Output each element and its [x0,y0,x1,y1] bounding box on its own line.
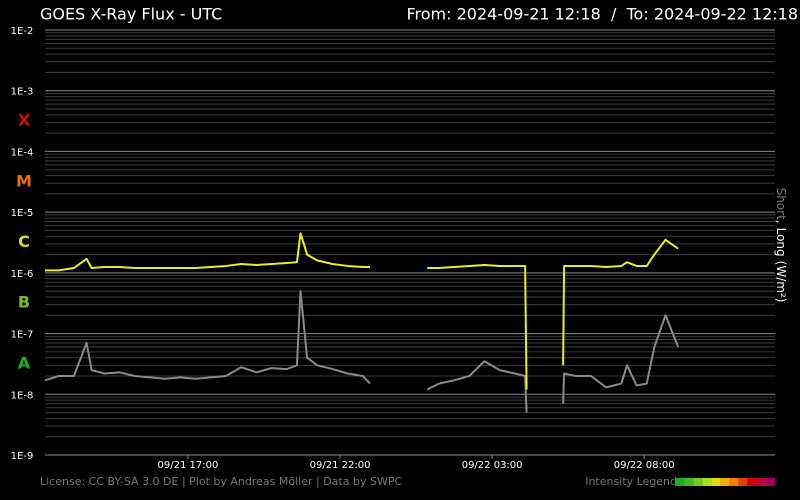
x-tick-label: 09/21 17:00 [158,460,219,471]
y-tick-label: 1E-6 [11,269,34,280]
intensity-swatch [765,478,775,486]
y-tick-label: 1E-3 [11,87,34,98]
class-label: A [18,353,31,372]
intensity-swatch [738,478,748,486]
y-tick-label: 1E-8 [11,390,34,401]
legend-short: Short [775,188,789,220]
series-line [45,232,679,390]
intensity-swatch [756,478,766,486]
y-tick-label: 1E-4 [11,147,34,158]
x-tick-label: 09/22 08:00 [614,460,675,471]
class-label: C [18,232,30,251]
intensity-swatch [747,478,757,486]
intensity-swatch [675,478,685,486]
legend-separator: , [775,220,789,224]
y-tick-label: 1E-9 [11,451,34,462]
y-tick-label: 1E-7 [11,330,34,341]
intensity-swatch [729,478,739,486]
axis-label: Short, Long (W/m²) [775,188,789,303]
y-tick-label: 1E-5 [11,208,34,219]
y-tick-label: 1E-2 [11,26,34,37]
class-label: B [18,293,30,312]
series-line [44,290,680,413]
legend-long: Long [775,228,789,257]
footer: License: CC BY-SA 3.0 DE | Plot by Andre… [40,475,402,488]
x-tick-label: 09/22 03:00 [462,460,523,471]
intensity-swatch [693,478,703,486]
intensity-swatch [702,478,712,486]
intensity-legend-label: Intensity Legend [585,475,677,488]
class-label: X [18,111,31,130]
unit: (W/m²) [775,261,789,303]
intensity-swatch [711,478,721,486]
chart-title: GOES X-Ray Flux - UTC [40,5,222,24]
x-tick-label: 09/21 22:00 [310,460,371,471]
time-range: From: 2024-09-21 12:18 / To: 2024-09-22 … [406,5,798,24]
intensity-swatch [684,478,694,486]
intensity-swatch [720,478,730,486]
class-label: M [16,171,32,190]
